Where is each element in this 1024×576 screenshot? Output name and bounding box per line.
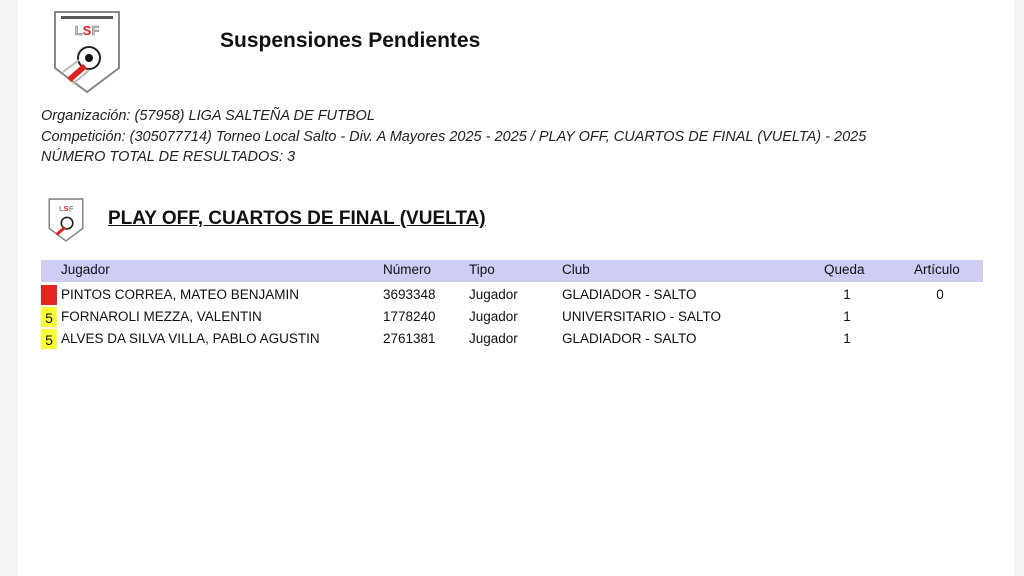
cell-jugador: FORNAROLI MEZZA, VALENTIN <box>61 309 262 324</box>
cell-jugador: PINTOS CORREA, MATEO BENJAMIN <box>61 287 300 302</box>
organizacion-text: Organización: (57958) LIGA SALTEÑA DE FU… <box>41 108 375 124</box>
cell-articulo: 0 <box>936 287 944 302</box>
cell-queda: 1 <box>843 309 851 324</box>
col-articulo: Artículo <box>914 262 960 277</box>
cell-tipo: Jugador <box>469 287 518 302</box>
page-edge-right <box>1014 0 1024 576</box>
cell-numero: 3693348 <box>383 287 436 302</box>
suspension-dates-badge: 5 <box>41 307 57 327</box>
page-title: Suspensiones Pendientes <box>220 29 481 52</box>
col-club: Club <box>562 262 590 277</box>
col-jugador: Jugador <box>61 262 110 277</box>
col-queda: Queda <box>824 262 865 277</box>
table-row: PINTOS CORREA, MATEO BENJAMIN 3693348 Juga… <box>0 284 1024 306</box>
cell-tipo: Jugador <box>469 309 518 324</box>
svg-text:LSF: LSF <box>59 204 73 213</box>
total-resultados-text: NÚMERO TOTAL DE RESULTADOS: 3 <box>41 149 296 165</box>
cell-club: UNIVERSITARIO - SALTO <box>562 309 722 324</box>
league-logo: LSF <box>54 11 120 94</box>
cell-numero: 2761381 <box>383 331 436 346</box>
svg-text:LSF: LSF <box>75 23 100 38</box>
table-row: 5 ALVES DA SILVA VILLA, PABLO AGUSTIN 2761… <box>0 328 1024 350</box>
cell-tipo: Jugador <box>469 331 518 346</box>
cell-queda: 1 <box>843 287 851 302</box>
cell-jugador: ALVES DA SILVA VILLA, PABLO AGUSTIN <box>61 331 320 346</box>
section-title: PLAY OFF, CUARTOS DE FINAL (VUELTA) <box>108 208 486 229</box>
col-numero: Número <box>383 262 432 277</box>
suspension-dates-badge: 5 <box>41 329 57 349</box>
table-header <box>41 260 983 282</box>
cell-numero: 1778240 <box>383 309 436 324</box>
col-tipo: Tipo <box>469 262 495 277</box>
competicion-text: Competición: (305077714) Torneo Local Sa… <box>41 129 867 145</box>
cell-club: GLADIADOR - SALTO <box>562 331 697 346</box>
page-edge-left <box>0 0 18 576</box>
cell-club: GLADIADOR - SALTO <box>562 287 697 302</box>
section-logo: LSF <box>48 198 84 242</box>
red-card-marker <box>41 285 57 305</box>
table-row: 5 FORNAROLI MEZZA, VALENTIN 1778240 Jugador… <box>0 306 1024 328</box>
cell-queda: 1 <box>843 331 851 346</box>
